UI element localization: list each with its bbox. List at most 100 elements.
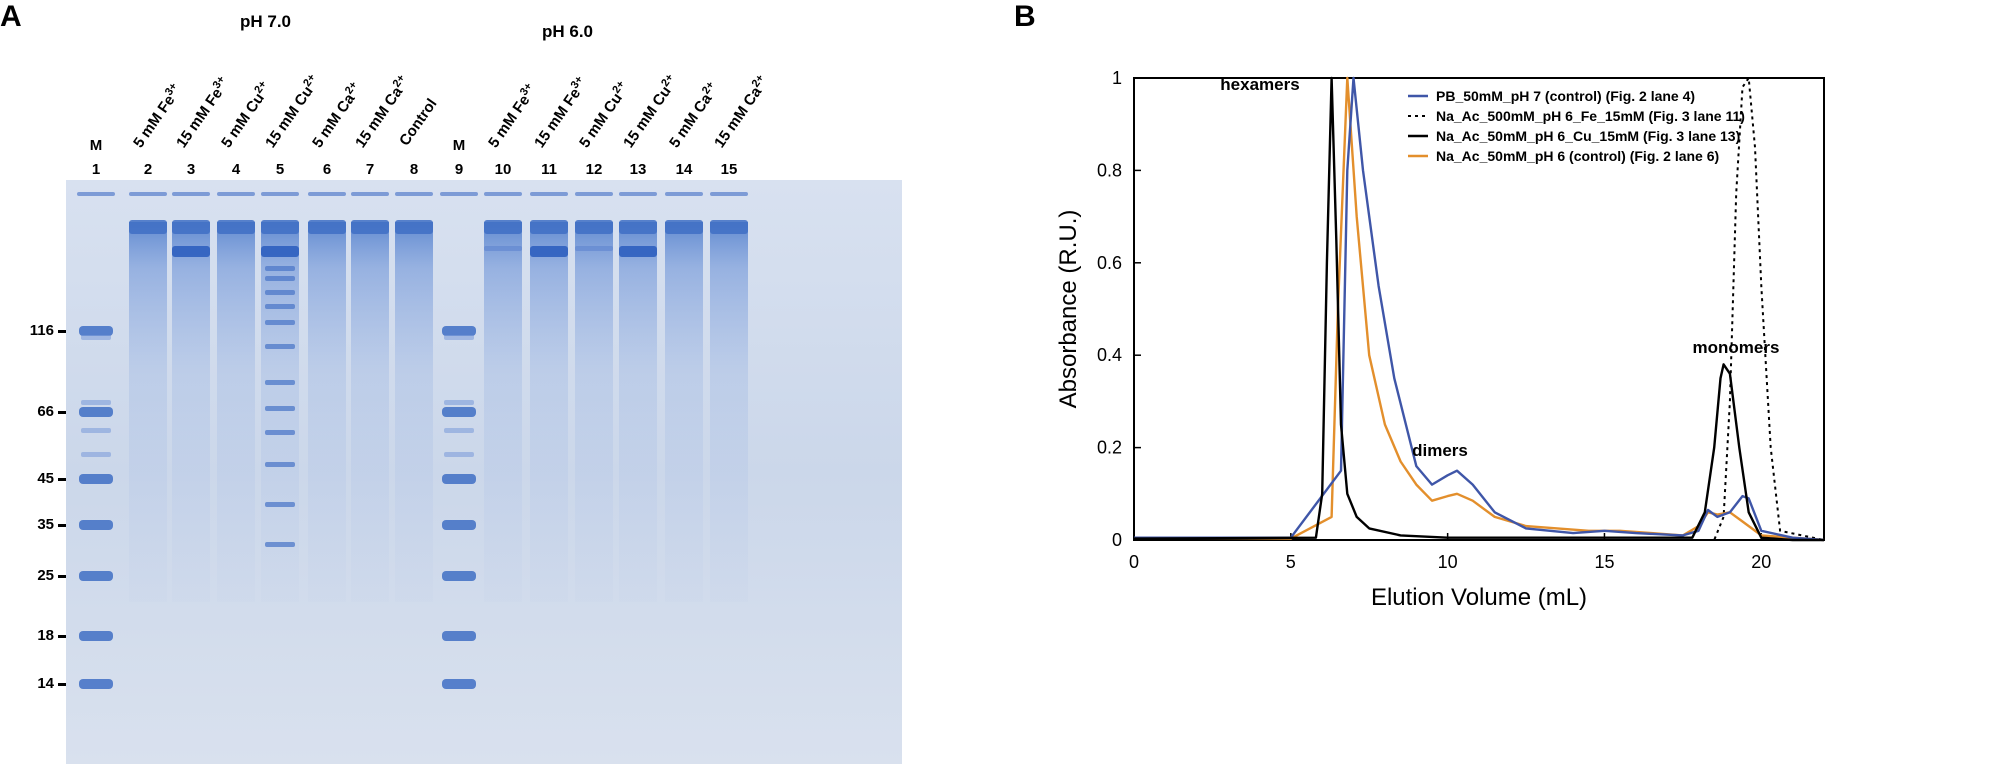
gel-lane-7 — [351, 192, 389, 602]
legend-label: PB_50mM_pH 7 (control) (Fig. 2 lane 4) — [1436, 88, 1695, 104]
lane-smear — [665, 222, 703, 602]
degradation-band — [265, 304, 295, 309]
gel-lane-9 — [440, 192, 478, 689]
marker-lane-label: M — [452, 137, 466, 154]
lane-label-text: 5 mM Fe — [485, 92, 534, 151]
lane-number-10: 10 — [494, 161, 512, 178]
aggregate-band — [172, 246, 210, 257]
top-band — [575, 220, 613, 234]
top-band — [261, 220, 299, 234]
gel-lane-5 — [261, 192, 299, 602]
marker-band — [79, 571, 113, 581]
series-line-3 — [1133, 76, 1825, 542]
marker-band — [442, 571, 476, 581]
degradation-band — [265, 462, 295, 467]
group-label-ph6: pH 6.0 — [542, 22, 594, 41]
degradation-band — [265, 502, 295, 507]
mw-tick — [58, 635, 72, 638]
marker-band-faint — [81, 452, 111, 457]
lane-label-text: Control — [396, 95, 441, 149]
marker-band-faint — [81, 428, 111, 433]
lane-smear — [261, 222, 299, 602]
gel-well — [308, 192, 346, 196]
gel-well — [261, 192, 299, 196]
gel-lane-1 — [77, 192, 115, 689]
top-band — [351, 220, 389, 234]
top-band — [217, 220, 255, 234]
degradation-band — [265, 430, 295, 435]
top-band — [129, 220, 167, 234]
top-band — [530, 220, 568, 234]
top-band — [665, 220, 703, 234]
gel-well — [665, 192, 703, 196]
series-line-1 — [1134, 77, 1825, 541]
degradation-band — [265, 344, 295, 349]
gel-well — [77, 192, 115, 196]
lane-label-text: 5 mM Ca — [666, 90, 716, 151]
lane-number-12: 12 — [585, 161, 603, 178]
y-axis-label: Absorbance (R.U.) — [1055, 210, 1082, 409]
x-axis-label: Elution Volume (mL) — [1371, 584, 1587, 611]
gel-lanes — [77, 192, 748, 689]
marker-band — [442, 631, 476, 641]
lane-label: Control — [396, 96, 441, 149]
gel-well — [440, 192, 478, 196]
lane-smear — [308, 222, 346, 602]
gel-well — [217, 192, 255, 196]
aggregate-band-faint — [575, 246, 613, 251]
marker-band — [79, 631, 113, 641]
mw-tick — [58, 575, 72, 578]
group-label-ph7: pH 7.0 — [240, 12, 292, 31]
annotation-monomers: monomers — [1693, 338, 1780, 357]
lane-smear — [172, 222, 210, 602]
panel-b-letter: B — [1014, 0, 1036, 33]
marker-band — [79, 407, 113, 417]
gel-well — [619, 192, 657, 196]
degradation-band — [265, 266, 295, 271]
chart-annotations: hexamers dimers monomers — [1220, 75, 1779, 460]
mw-label-14: 14 — [37, 675, 54, 692]
legend-label: Na_Ac_50mM_pH 6_Cu_15mM (Fig. 3 lane 13) — [1436, 128, 1740, 144]
gel-lane-10 — [484, 192, 522, 602]
mw-label-35: 35 — [37, 516, 54, 533]
lane-label-text: 5 mM Cu — [218, 90, 268, 151]
gel-well — [484, 192, 522, 196]
lane-number-13: 13 — [629, 161, 647, 178]
lane-label-text: 5 mM Cu — [576, 90, 626, 151]
aggregate-band — [530, 246, 568, 257]
y-tick-label: 0 — [1112, 530, 1122, 550]
lane-smear — [710, 222, 748, 602]
lane-number-6: 6 — [322, 161, 332, 178]
chart-legend: PB_50mM_pH 7 (control) (Fig. 2 lane 4) Na… — [1408, 88, 1745, 164]
gel-well — [395, 192, 433, 196]
top-band — [172, 220, 210, 234]
legend-label: Na_Ac_500mM_pH 6_Fe_15mM (Fig. 3 lane 11… — [1436, 108, 1745, 124]
chromatogram-chart: 0 5 10 15 20 0 0.2 0.4 0.6 0.8 1 Elution Volume (mL… — [1055, 70, 1825, 611]
degradation-band — [265, 542, 295, 547]
lane-number-8: 8 — [409, 161, 419, 178]
marker-band — [442, 474, 476, 484]
marker-band-faint — [81, 335, 111, 340]
gel-lane-14 — [665, 192, 703, 602]
mw-tick — [58, 330, 72, 333]
mw-label-116: 116 — [29, 322, 54, 339]
mw-tick — [58, 411, 72, 414]
x-tick-label: 20 — [1751, 552, 1771, 572]
marker-band-faint — [444, 428, 474, 433]
lane-number-7: 7 — [365, 161, 375, 178]
chart-axes: 0 5 10 15 20 0 0.2 0.4 0.6 0.8 1 Elution Volume (mL… — [1055, 70, 1825, 611]
top-band — [484, 220, 522, 234]
lane-number-3: 3 — [186, 161, 196, 178]
lane-smear — [395, 222, 433, 602]
mw-label-45: 45 — [37, 470, 54, 487]
gel-lane-11 — [530, 192, 568, 602]
x-tick-label: 10 — [1438, 552, 1458, 572]
annotation-dimers: dimers — [1412, 441, 1468, 460]
degradation-band — [265, 276, 295, 281]
aggregate-band — [261, 246, 299, 257]
y-tick-label: 0.8 — [1097, 160, 1122, 180]
lane-smear — [619, 222, 657, 602]
degradation-band — [265, 290, 295, 295]
lane-label-text: 5 mM Fe — [130, 92, 179, 151]
lane-number-15: 15 — [720, 161, 738, 178]
